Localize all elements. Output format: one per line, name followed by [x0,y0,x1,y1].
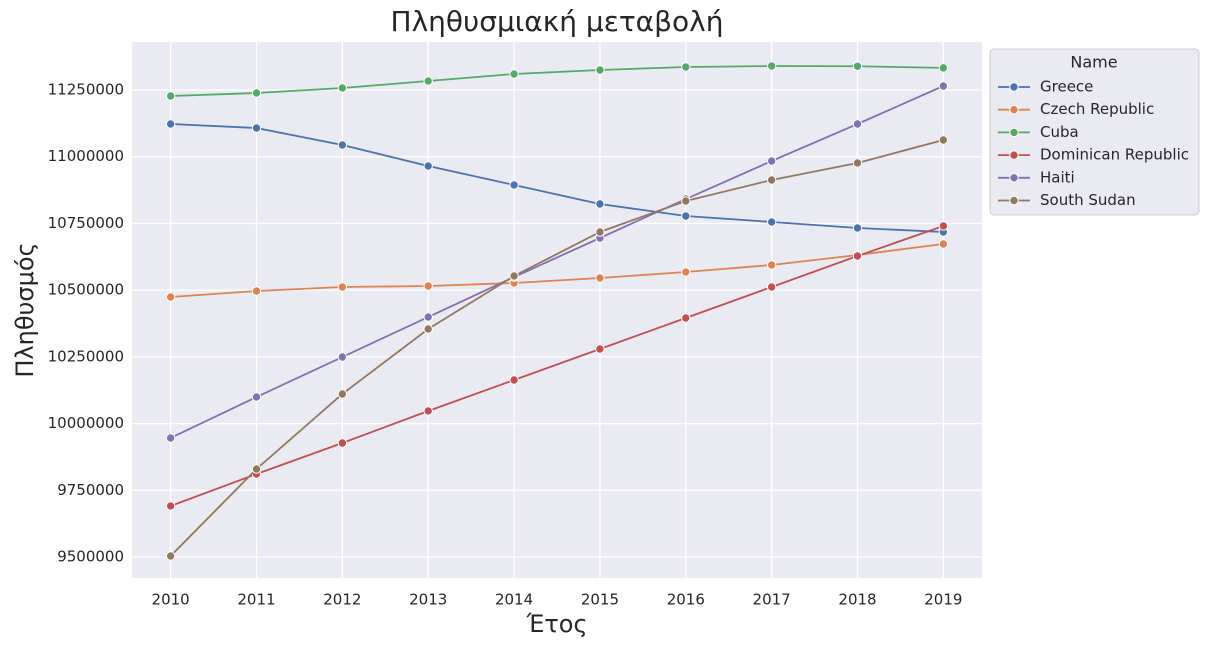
legend-marker [1009,105,1019,115]
legend-label: South Sudan [1040,191,1136,209]
legend-marker [1009,127,1019,138]
point [251,464,262,474]
point [337,389,348,399]
y-tick-label: 11000000 [48,147,124,165]
series-line [170,123,944,233]
point [852,61,863,71]
x-tick-label: 2019 [924,591,962,609]
x-tick-label: 2018 [838,591,876,609]
point [165,551,176,561]
point [766,175,777,185]
x-axis-label: Έτος [525,610,587,638]
point [938,63,949,73]
point [595,199,605,209]
point [852,251,863,261]
point [337,282,348,292]
y-tick-label: 9500000 [57,547,124,565]
point [251,286,262,296]
point [681,313,691,323]
point [251,88,262,98]
legend-label: Dominican Republic [1040,146,1189,164]
series-line [170,85,944,439]
point [938,81,949,91]
point [681,62,691,72]
point [423,161,433,171]
x-tick-label: 2012 [323,591,361,609]
point [938,239,949,249]
legend-label: Greece [1040,78,1093,96]
point [681,267,691,277]
point [165,91,176,101]
point [766,260,777,270]
legend-marker [1009,150,1019,160]
point [595,227,605,237]
point [165,433,176,443]
point [766,217,777,227]
point [681,196,691,206]
legend-label: Haiti [1040,168,1075,186]
point [595,65,605,75]
legend-label: Cuba [1040,123,1079,141]
point [423,312,433,322]
point [766,156,777,166]
point [595,344,605,354]
x-tick-label: 2014 [495,591,533,609]
point [509,180,519,190]
point [852,158,863,168]
y-axis-label: Πληθυσμός [11,242,39,377]
legend-marker [1009,195,1019,206]
point [337,352,348,362]
series-line [169,139,944,557]
point [595,273,605,283]
y-tick-label: 9750000 [57,481,124,499]
point [165,501,176,511]
point [337,140,348,150]
legend-title: Name [1070,53,1117,72]
x-tick-label: 2017 [753,591,791,609]
y-tick-label: 10250000 [48,347,124,365]
chart-title: Πληθυσμιακή μεταβολή [391,5,724,38]
series-line [170,243,944,298]
legend [989,48,1200,216]
point [509,375,519,385]
y-tick-label: 10500000 [48,281,124,299]
point [766,61,777,71]
point [852,119,863,129]
point [423,76,433,86]
series-line [170,225,944,507]
x-tick-label: 2011 [237,591,275,609]
point [509,69,519,79]
point [423,324,433,334]
point [423,281,433,291]
point [509,271,519,281]
point [165,119,176,129]
legend-marker [1009,82,1019,92]
x-tick-label: 2010 [152,591,190,609]
point [423,406,433,416]
x-tick-label: 2013 [409,591,447,609]
x-tick-label: 2016 [667,591,705,609]
point [165,292,176,302]
y-tick-label: 11250000 [48,81,124,99]
legend-label: Czech Republic [1040,100,1154,118]
point [337,83,348,93]
y-tick-label: 10750000 [48,214,124,232]
y-tick-label: 10000000 [48,414,124,432]
point [251,123,262,133]
point [938,135,949,145]
point [681,211,691,221]
point [251,392,262,402]
point [938,221,949,231]
point [766,282,777,292]
point [337,438,348,448]
point [852,223,863,233]
legend-marker [1009,173,1019,183]
x-tick-label: 2015 [581,591,619,609]
series-line [170,65,944,97]
